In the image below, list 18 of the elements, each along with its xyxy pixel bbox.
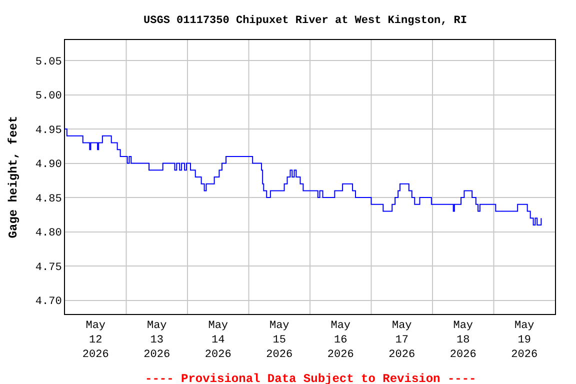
y-tick-label: 4.70 — [35, 296, 62, 308]
x-tick-label: May 18 2026 — [450, 320, 476, 361]
y-tick-label: 5.00 — [35, 90, 62, 103]
x-tick-label: May 14 2026 — [204, 320, 232, 361]
y-tick-label: 4.85 — [35, 193, 62, 206]
x-tick-label: May 16 2026 — [327, 320, 354, 361]
y-tick-label: 4.80 — [35, 228, 62, 240]
y-tick-label: 4.95 — [35, 124, 62, 137]
x-tick-label: May 13 2026 — [144, 320, 170, 361]
x-tick-label: May 17 2026 — [388, 320, 416, 361]
x-tick-label: May 19 2026 — [511, 320, 538, 361]
chart-title: USGS 01117350 Chipuxet River at West Kingston, RI — [144, 15, 468, 28]
y-tick-label: 4.90 — [35, 159, 62, 172]
y-tick-label: 5.05 — [35, 56, 62, 68]
y-axis-title: Gage height, feet — [6, 116, 21, 238]
y-tick-label: 4.75 — [35, 262, 62, 274]
x-tick-label: May 12 2026 — [82, 320, 109, 361]
x-tick-label: May 15 2026 — [266, 320, 293, 361]
